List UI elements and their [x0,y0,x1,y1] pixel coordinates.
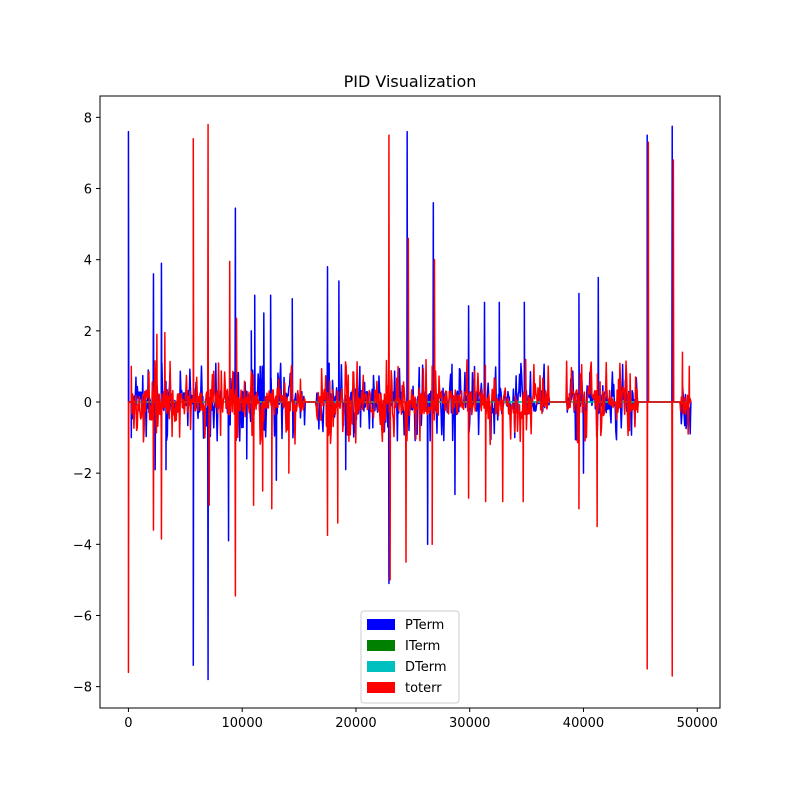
y-axis: −8 −6 −4 −2 0 2 4 6 8 [73,111,100,696]
series-layer [127,123,692,681]
y-tick-label: −2 [73,467,92,482]
y-tick-label: 2 [84,325,92,340]
x-tick-label: 30000 [449,716,490,731]
legend-label-pterm: PTerm [405,618,444,633]
chart-title: PID Visualization [344,72,477,91]
y-tick-label: 6 [84,183,92,198]
y-tick-label: −4 [73,538,92,553]
x-tick-label: 20000 [335,716,376,731]
x-tick-label: 0 [124,716,132,731]
x-tick-label: 40000 [563,716,604,731]
legend-swatch-dterm [367,661,395,672]
x-tick-label: 50000 [677,716,718,731]
x-tick-label: 10000 [222,716,263,731]
legend-label-dterm: DTerm [405,660,447,675]
legend-swatch-pterm [367,619,395,630]
y-tick-label: −6 [73,609,92,624]
legend-swatch-toterr [367,682,395,693]
toterr-line [127,123,692,677]
y-tick-label: 4 [84,254,92,269]
x-axis: 0 10000 20000 30000 40000 50000 [124,708,718,731]
plot-area: 0 10000 20000 30000 40000 50000 −8 −6 −4 −2 0 2 4 6 8 [73,95,721,731]
y-tick-label: 0 [84,396,92,411]
legend-box [360,610,460,704]
legend-label-iterm: ITerm [405,639,440,654]
y-tick-label: −8 [73,681,92,696]
y-tick-label: 8 [84,111,92,126]
legend-swatch-iterm [367,640,395,651]
legend: PTerm ITerm DTerm toterr [360,610,460,704]
legend-label-toterr: toterr [405,681,442,696]
